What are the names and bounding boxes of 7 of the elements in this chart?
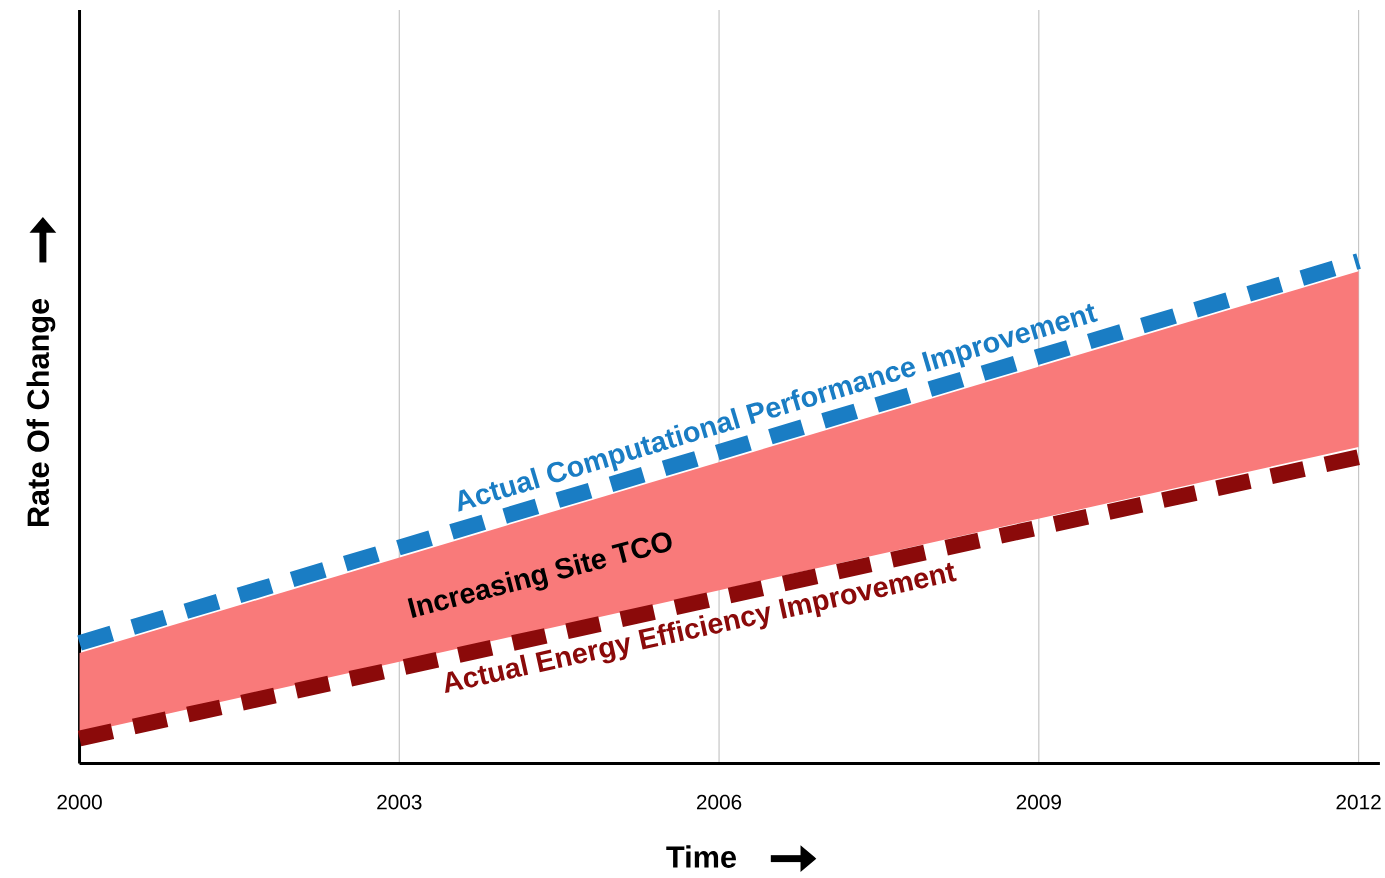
x-tick-label: 2000 [57, 794, 102, 810]
x-tick-label: 2006 [696, 794, 742, 810]
x-axis-title: Time [666, 845, 736, 868]
x-tick-label: 2003 [377, 794, 422, 810]
x-tick-label: 2009 [1016, 794, 1061, 810]
x-tick-label: 2012 [1336, 794, 1381, 810]
y-axis-title: Rate Of Change [26, 298, 56, 526]
